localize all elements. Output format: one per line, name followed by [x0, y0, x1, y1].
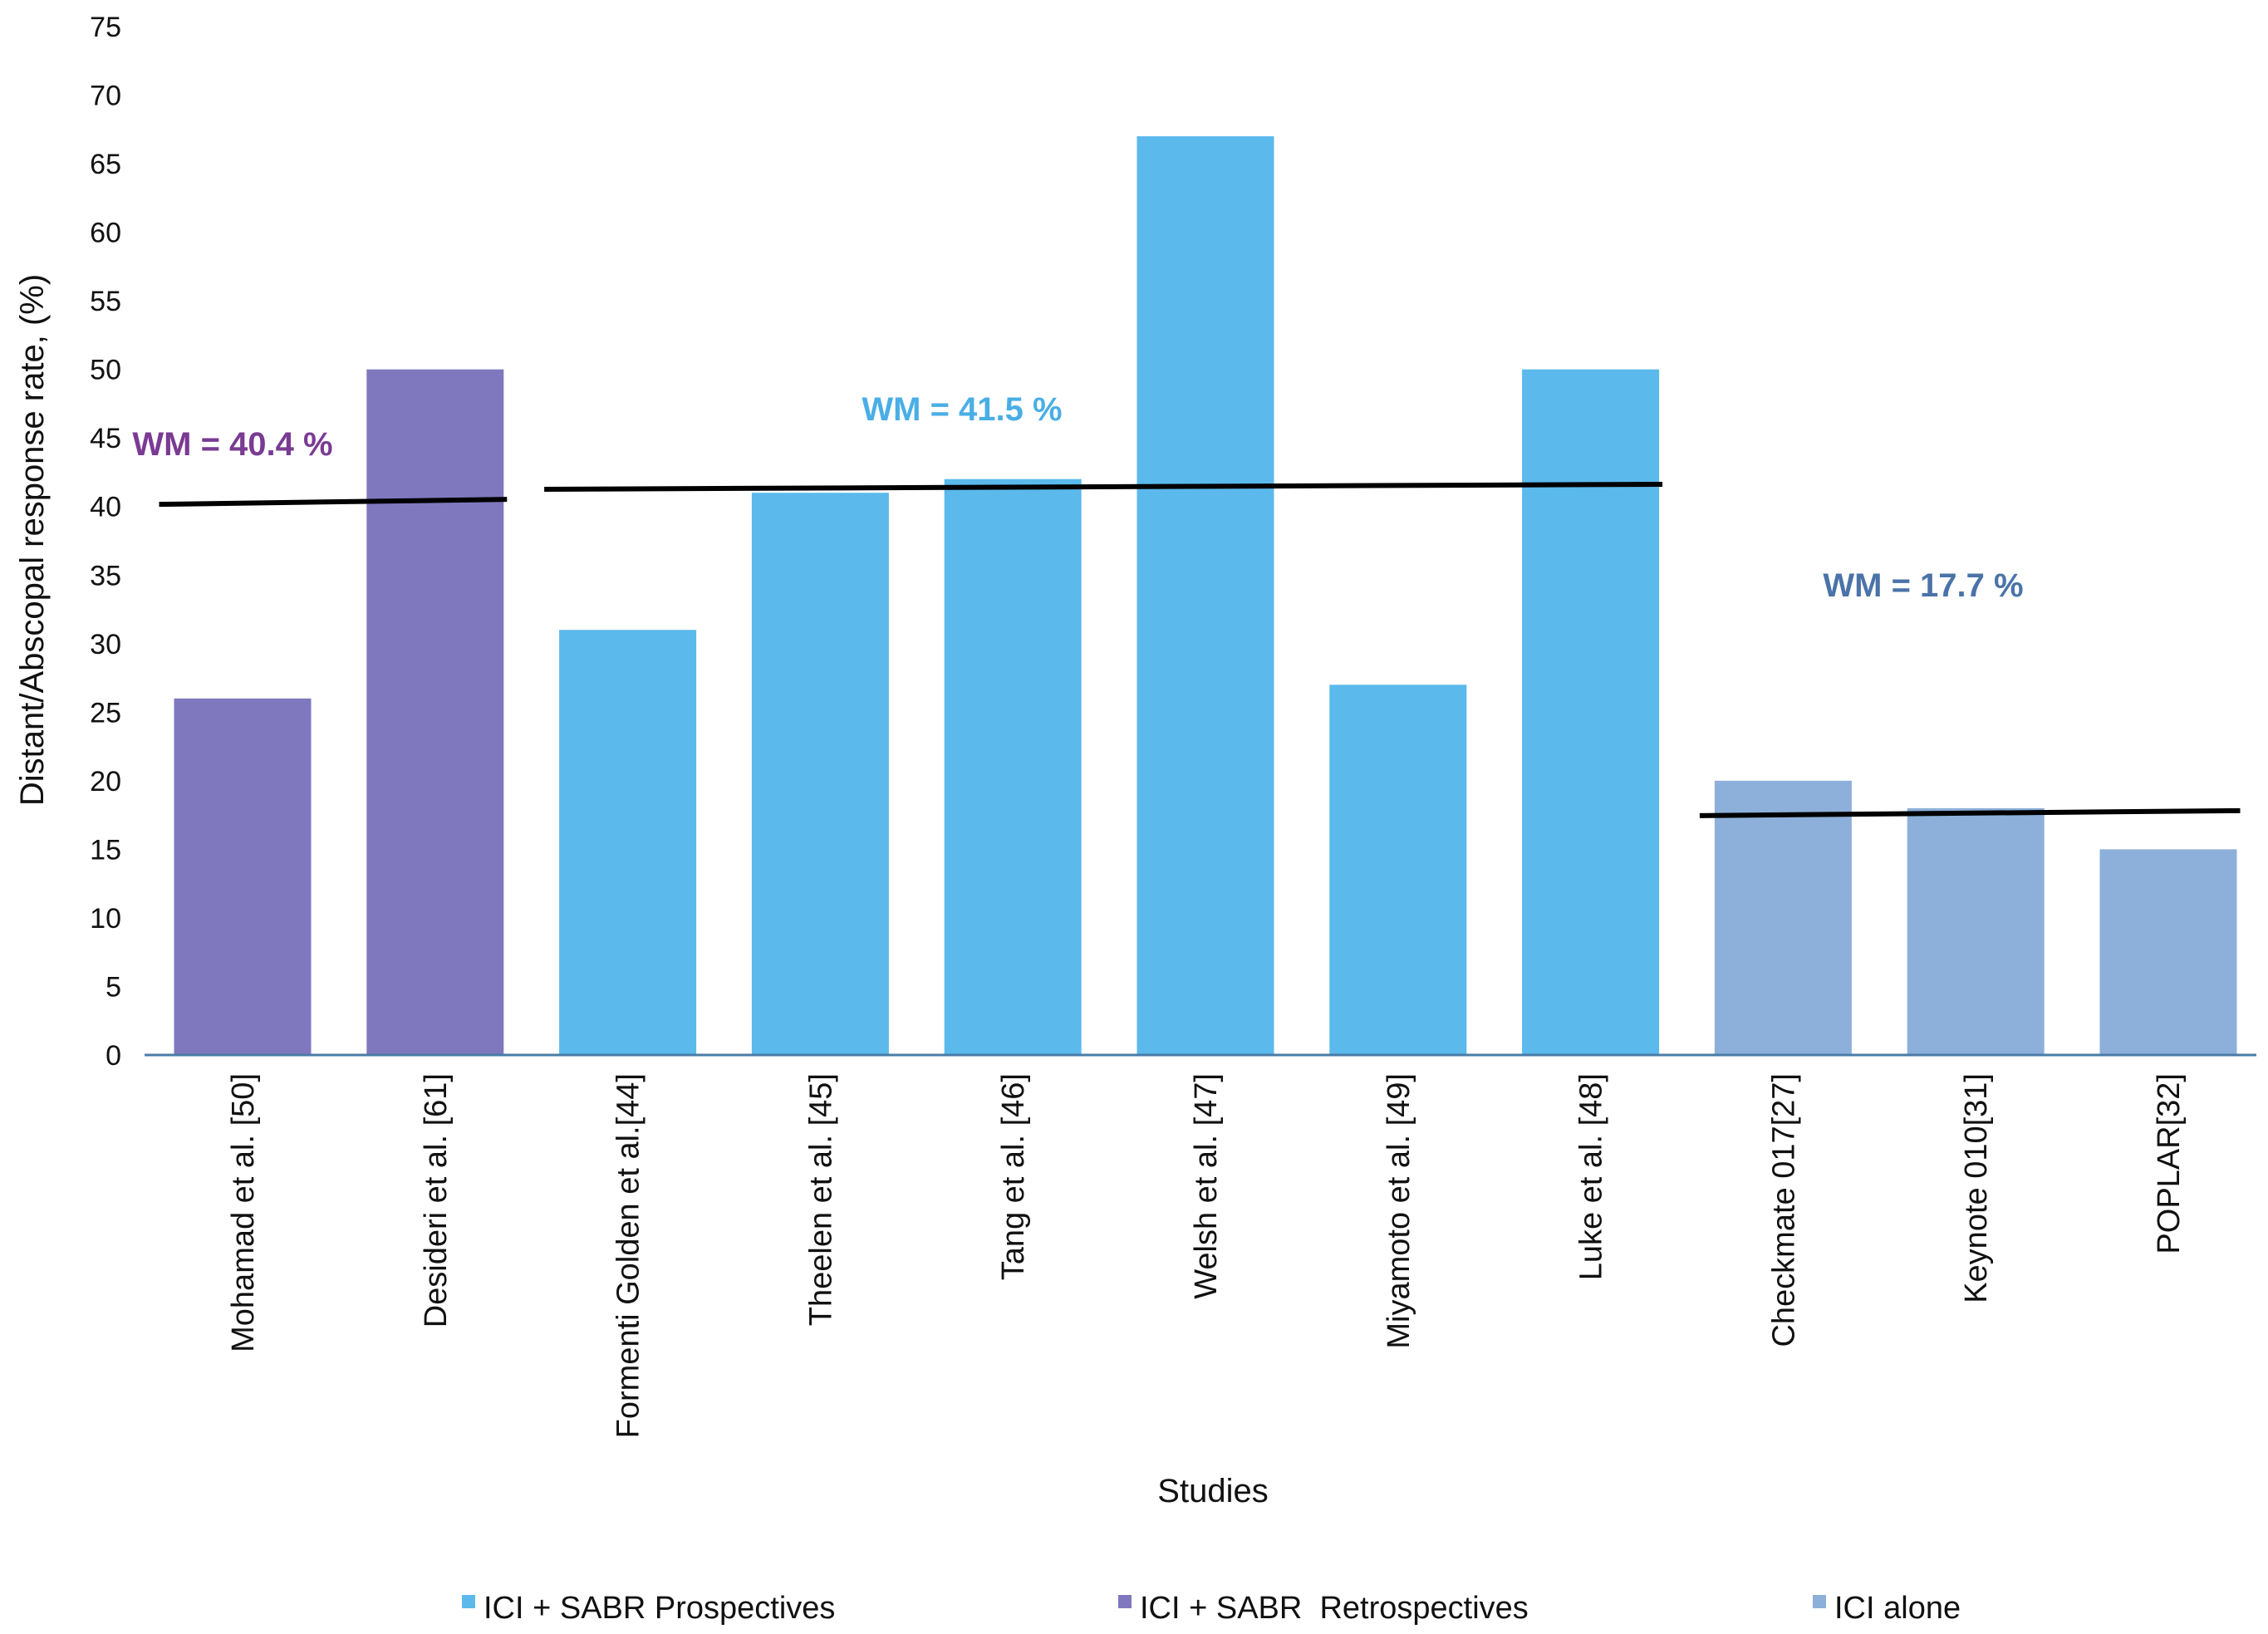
y-tick-55: 55 [90, 286, 121, 317]
y-tick-labels: 0 5 10 15 20 25 30 35 40 45 50 55 60 65 70 75 [90, 12, 121, 1072]
x-axis-title: Studies [1157, 1473, 1268, 1509]
wm-line-2 [544, 481, 1663, 492]
y-tick-20: 20 [90, 766, 121, 797]
bars-layer [174, 136, 2237, 1056]
y-tick-25: 25 [90, 697, 121, 729]
bar-miyamoto-et-al-49 [1329, 685, 1467, 1055]
wm-label-3: WM = 17.7 % [1823, 567, 2023, 604]
bar-theelen-et-al-45 [751, 493, 889, 1055]
legend-swatch-ici [1813, 1595, 1826, 1608]
bar-luke-et-al-48 [1522, 369, 1660, 1056]
wm-line-3 [1699, 807, 2241, 818]
x-tick-theelen-et-al-45: Theelen et al. [45] [803, 1073, 838, 1326]
legend-swatch-pro [462, 1595, 475, 1608]
bar-desideri-et-al-61 [366, 369, 504, 1056]
x-tick-mohamad-et-al-50: Mohamad et al. [50] [226, 1073, 261, 1352]
y-tick-70: 70 [90, 81, 121, 112]
y-tick-60: 60 [90, 218, 121, 249]
x-tick-desideri-et-al-61: Desideri et al. [61] [419, 1073, 454, 1327]
x-tick-miyamoto-et-al-49: Miyamoto et al. [49] [1382, 1073, 1416, 1349]
weighted-mean-lines [159, 481, 2241, 818]
bar-tang-et-al-46 [944, 478, 1082, 1055]
legend: ICI + SABR Prospectives ICI + SABR Retros… [462, 1591, 1961, 1626]
x-tick-labels: Mohamad et al. [50] Desideri et al. [61] F… [226, 1073, 2187, 1438]
y-tick-35: 35 [90, 560, 121, 591]
legend-label-ici: ICI alone [1834, 1591, 1961, 1626]
bar-keynote-010-31 [1907, 807, 2045, 1055]
bar-mohamad-et-al-50 [174, 698, 312, 1055]
y-tick-45: 45 [90, 423, 121, 454]
x-tick-poplar-32: POPLAR[32] [2152, 1073, 2187, 1254]
x-tick-tang-et-al-46: Tang et al. [46] [996, 1073, 1031, 1280]
bar-poplar-32 [2099, 849, 2237, 1055]
y-tick-65: 65 [90, 149, 121, 180]
wm-label-1: WM = 40.4 % [132, 426, 332, 463]
bar-welsh-et-al-47 [1136, 136, 1274, 1055]
y-tick-50: 50 [90, 355, 121, 386]
y-tick-30: 30 [90, 629, 121, 660]
x-tick-welsh-et-al-47: Welsh et al. [47] [1189, 1073, 1224, 1299]
weighted-mean-labels: WM = 40.4 % WM = 41.5 % WM = 17.7 % [132, 391, 2023, 604]
x-tick-checkmate-017-27: Checkmate 017[27] [1766, 1073, 1801, 1347]
bar-formenti-golden-et-al-44 [559, 630, 697, 1055]
y-tick-15: 15 [90, 834, 121, 866]
y-tick-75: 75 [90, 12, 121, 43]
y-tick-5: 5 [106, 971, 121, 1003]
x-tick-keynote-010-31: Keynote 010[31] [1959, 1073, 1994, 1303]
wm-line-1 [159, 497, 508, 508]
x-tick-luke-et-al-48: Luke et al. [48] [1574, 1073, 1609, 1280]
y-tick-40: 40 [90, 492, 121, 523]
x-tick-formenti-golden-et-al-44: Formenti Golden et al.[44] [611, 1073, 646, 1438]
wm-label-2: WM = 41.5 % [862, 391, 1062, 428]
legend-swatch-retro [1118, 1595, 1132, 1608]
bar-checkmate-017-27 [1714, 780, 1852, 1055]
y-tick-0: 0 [106, 1040, 121, 1072]
y-tick-10: 10 [90, 903, 121, 935]
legend-label-pro: ICI + SABR Prospectives [484, 1591, 835, 1626]
legend-label-retro: ICI + SABR Retrospectives [1140, 1591, 1529, 1626]
y-axis-title: Distant/Abscopal response rate, (%) [14, 274, 51, 806]
